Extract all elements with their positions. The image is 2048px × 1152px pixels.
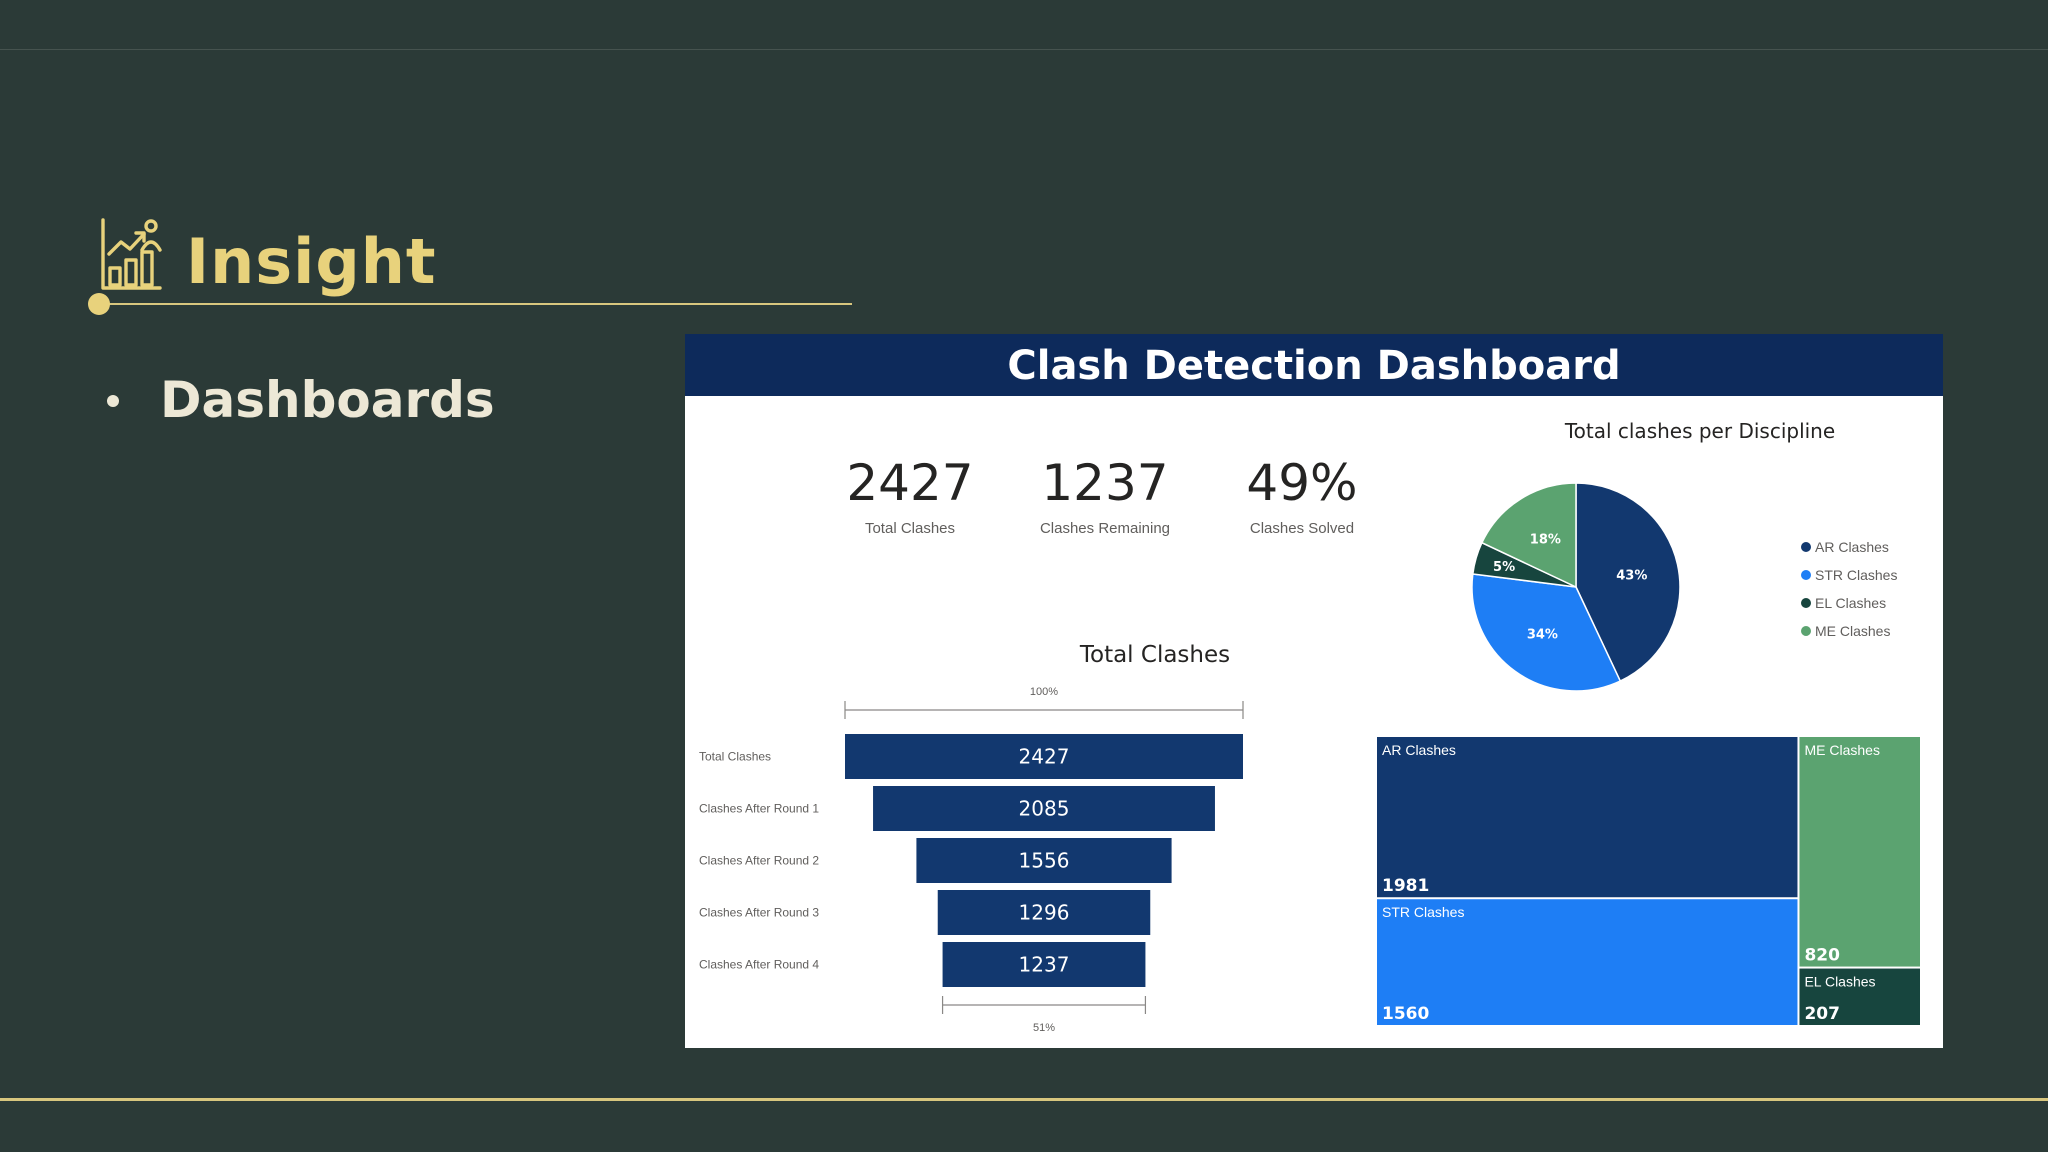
funnel-bar-value: 1556: [1019, 849, 1070, 873]
funnel-top-percent: 100%: [1030, 686, 1058, 698]
legend-swatch-ar-clashes: [1801, 542, 1811, 552]
kpi-clashes-solved-value: 49%: [1246, 454, 1358, 512]
funnel-bar-value: 1237: [1019, 953, 1070, 977]
treemap-tile-name: STR Clashes: [1382, 904, 1464, 920]
treemap-tile-name: ME Clashes: [1804, 742, 1879, 758]
pie-slice-label: 5%: [1493, 560, 1515, 575]
pie-slice-label: 34%: [1527, 627, 1558, 642]
legend-label: AR Clashes: [1815, 539, 1889, 555]
funnel-title: Total Clashes: [1079, 642, 1231, 668]
pie-slice-label: 18%: [1530, 533, 1561, 548]
funnel-bottom-percent: 51%: [1033, 1022, 1055, 1034]
treemap-tile-ar-clashes: [1377, 737, 1798, 898]
funnel-bar: [942, 942, 1146, 987]
pie-slice-ar-clashes: [1575, 482, 1681, 683]
treemap-tile-me-clashes: [1799, 737, 1920, 967]
funnel-bar-value: 1296: [1019, 901, 1070, 925]
funnel-bar: [916, 838, 1172, 883]
legend-label: STR Clashes: [1815, 567, 1897, 583]
dashboard-title: Clash Detection Dashboard: [1007, 343, 1621, 389]
slide-title: Insight: [186, 225, 437, 298]
treemap-tile-value: 207: [1804, 1004, 1840, 1024]
dashboard-header: [685, 334, 1943, 396]
kpi-clashes-remaining-label: Clashes Remaining: [1039, 520, 1171, 537]
title-underline-dot: [88, 293, 110, 315]
legend-label: EL Clashes: [1815, 595, 1886, 611]
funnel-category-label: Clashes After Round 3: [699, 906, 819, 920]
legend-swatch-me-clashes: [1801, 626, 1811, 636]
funnel-chart: 100% 2427 Total Clashes 2085 Clashes After R…: [699, 686, 1244, 1034]
pie-title: Total clashes per Discipline: [1564, 419, 1836, 443]
treemap-tile-name: EL Clashes: [1804, 974, 1875, 990]
funnel-category-label: Clashes After Round 2: [699, 854, 819, 868]
treemap-tile-str-clashes: [1377, 899, 1798, 1025]
kpi-total-clashes-label: Total Clashes: [864, 520, 956, 537]
top-divider: [0, 49, 2048, 50]
title-underline: [100, 303, 852, 305]
kpi-total-clashes-value: 2427: [846, 454, 974, 512]
funnel-bar: [873, 786, 1215, 831]
funnel-category-label: Total Clashes: [699, 750, 771, 764]
pie-slice-me-clashes: [1480, 482, 1577, 589]
bottom-divider: [0, 1098, 2048, 1101]
pie-chart: 43% 34% 5% 18% AR Clashes STR Clashes EL Clash…: [1471, 482, 1897, 692]
legend-swatch-str-clashes: [1801, 570, 1811, 580]
funnel-bar: [937, 890, 1151, 935]
kpi-clashes-solved-label: Clashes Solved: [1249, 520, 1355, 537]
treemap-tile-el-clashes: [1799, 968, 1920, 1025]
funnel-category-label: Clashes After Round 4: [699, 958, 819, 972]
bullet-text: Dashboards: [160, 371, 495, 429]
funnel-bar-value: 2427: [1019, 745, 1070, 769]
treemap-tile-value: 1981: [1382, 876, 1429, 896]
bullet-point: [107, 395, 119, 407]
pie-slice-str-clashes: [1471, 573, 1622, 692]
treemap-chart: AR Clashes 1981 STR Clashes 1560 ME Clashes 8…: [1377, 737, 1920, 1025]
kpi-clashes-remaining-value: 1237: [1041, 454, 1169, 512]
treemap-tile-name: AR Clashes: [1382, 742, 1456, 758]
funnel-category-label: Clashes After Round 1: [699, 802, 819, 816]
chart-analytics-icon: [101, 218, 162, 290]
treemap-tile-value: 1560: [1382, 1004, 1429, 1024]
treemap-tile-value: 820: [1804, 946, 1840, 966]
funnel-bar: [845, 734, 1243, 779]
legend-swatch-el-clashes: [1801, 598, 1811, 608]
legend-label: ME Clashes: [1815, 623, 1890, 639]
funnel-bar-value: 2085: [1019, 797, 1070, 821]
dashboard-screenshot: Clash Detection Dashboard 2427 Total Cla…: [685, 334, 1943, 1048]
pie-slice-label: 43%: [1616, 569, 1647, 584]
